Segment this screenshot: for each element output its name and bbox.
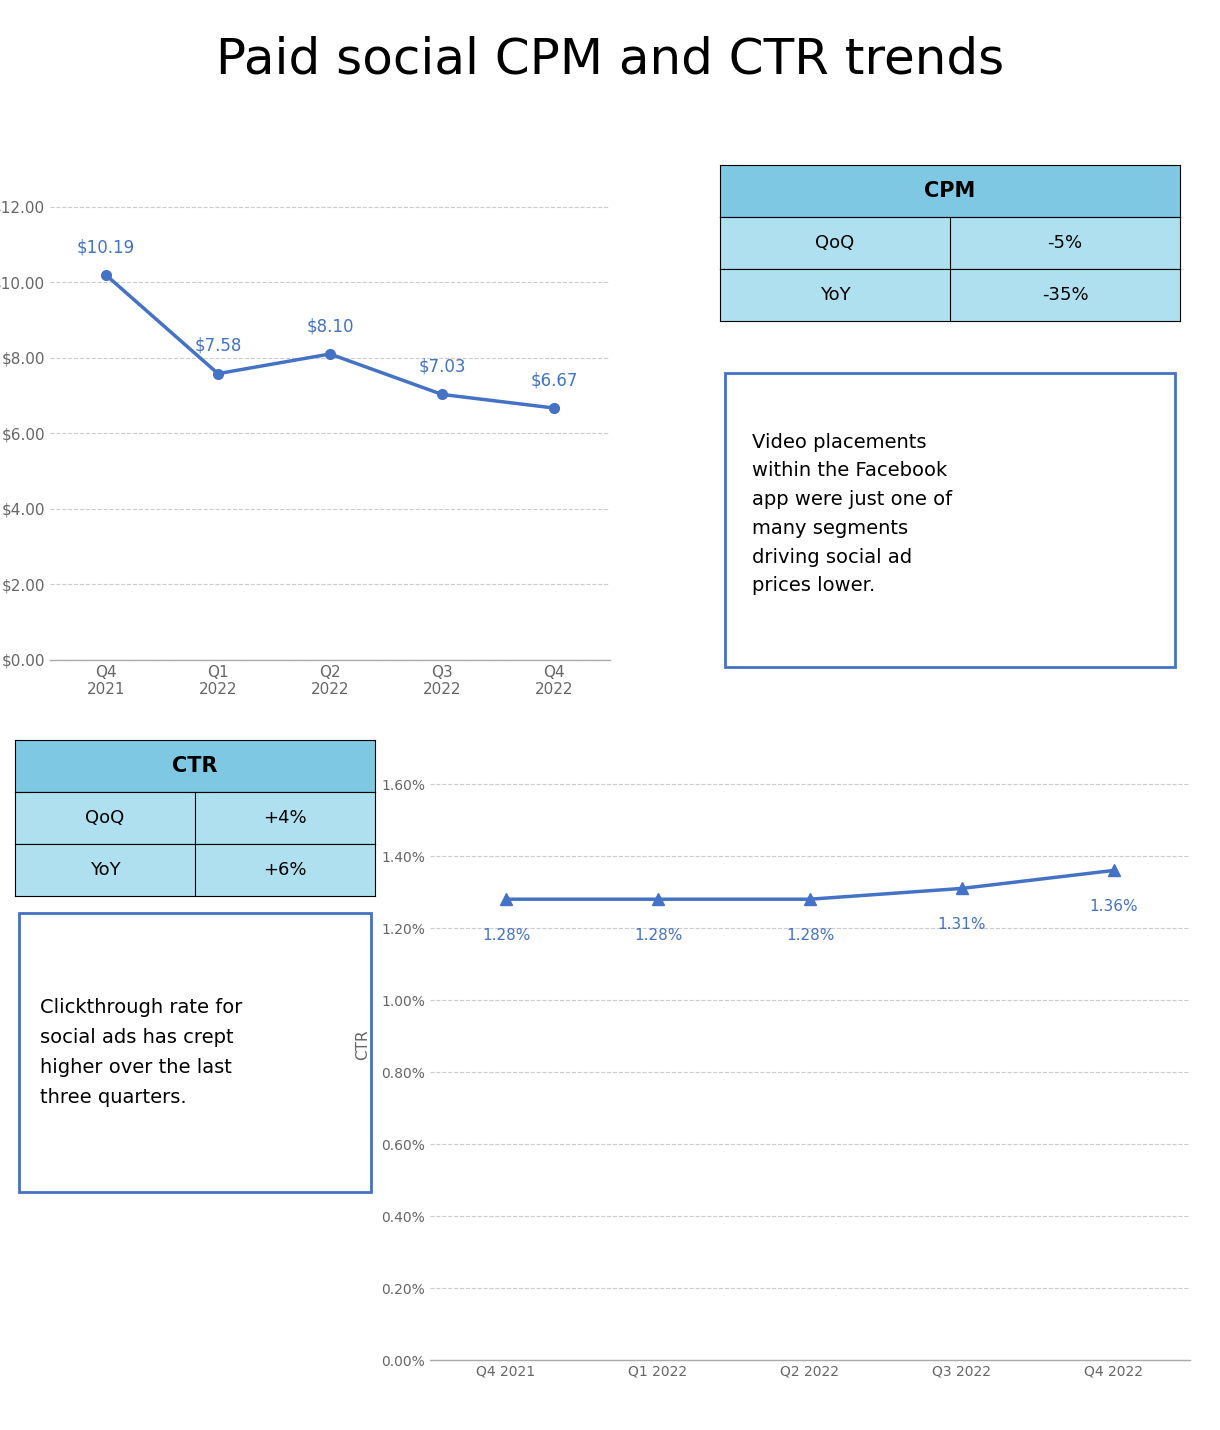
Text: $6.67: $6.67 [531,372,578,389]
Text: CTR: CTR [172,756,217,776]
Text: Clickthrough rate for
social ads has crept
higher over the last
three quarters.: Clickthrough rate for social ads has cre… [40,998,243,1107]
Text: 1.36%: 1.36% [1089,899,1138,914]
Text: 1.31%: 1.31% [938,917,986,932]
Bar [195,792,375,844]
Text: $7.03: $7.03 [418,358,466,376]
Text: CPM: CPM [925,182,976,202]
Text: QoQ: QoQ [815,235,855,252]
Text: 1.28%: 1.28% [634,928,682,942]
Bar [15,792,195,844]
Text: $8.10: $8.10 [306,317,354,335]
Text: +6%: +6% [264,861,306,879]
Text: Video placements
within the Facebook
app were just one of
many segments
driving : Video placements within the Facebook app… [753,433,953,595]
Bar [15,844,195,897]
Text: 1.28%: 1.28% [786,928,834,942]
FancyBboxPatch shape [725,373,1175,666]
Text: $10.19: $10.19 [77,239,135,256]
Text: +4%: +4% [264,809,306,827]
Text: -35%: -35% [1042,286,1088,305]
Y-axis label: CTR: CTR [355,1030,370,1060]
Text: $7.58: $7.58 [194,336,242,355]
Bar [950,217,1180,269]
Bar [720,269,950,320]
Text: 1.28%: 1.28% [482,928,531,942]
Bar [195,844,375,897]
Text: QoQ: QoQ [85,809,124,827]
FancyBboxPatch shape [18,912,371,1193]
Bar [720,217,950,269]
Text: YoY: YoY [820,286,850,305]
Text: -5%: -5% [1048,235,1082,252]
Text: Paid social CPM and CTR trends: Paid social CPM and CTR trends [216,36,1004,84]
Text: YoY: YoY [90,861,121,879]
Bar [950,269,1180,320]
